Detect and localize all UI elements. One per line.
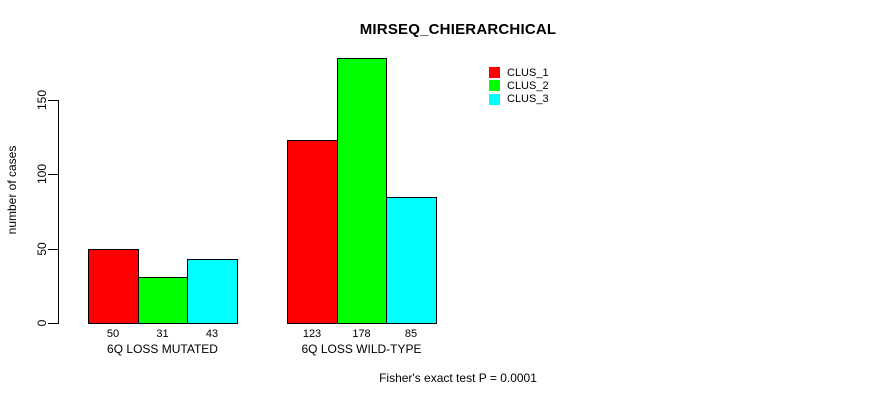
bar-clus_1 <box>88 249 139 324</box>
y-axis-line <box>58 100 59 324</box>
bar-clus_3 <box>187 259 238 324</box>
bar-value-label: 178 <box>352 328 371 340</box>
bar-value-label: 85 <box>404 328 418 340</box>
bar-value-label: 43 <box>205 328 219 340</box>
y-tick-label: 100 <box>35 163 49 185</box>
legend-item: CLUS_2 <box>489 79 549 92</box>
y-axis-label: number of cases <box>5 145 19 235</box>
fisher-test-annotation: Fisher's exact test P = 0.0001 <box>379 371 537 385</box>
legend-color-swatch <box>489 93 500 105</box>
legend-label: CLUS_3 <box>507 93 549 106</box>
bar-value-label: 31 <box>156 328 169 340</box>
legend-label: CLUS_1 <box>507 66 549 79</box>
bar-clus_3 <box>386 197 437 324</box>
y-tick-label: 50 <box>35 242 49 256</box>
bar-value-label: 123 <box>302 328 322 340</box>
category-label: 6Q LOSS MUTATED <box>107 342 218 356</box>
y-tick-label: 0 <box>35 319 49 327</box>
y-tick-mark <box>48 249 58 250</box>
legend-label: CLUS_2 <box>507 79 549 92</box>
y-tick-mark <box>48 174 58 175</box>
legend-color-swatch <box>489 67 500 79</box>
bar-clus_1 <box>287 140 338 324</box>
chart-title: MIRSEQ_CHIERARCHICAL <box>359 21 557 38</box>
legend-color-swatch <box>489 80 500 92</box>
legend-item: CLUS_1 <box>489 66 549 79</box>
y-tick-label: 150 <box>35 89 49 111</box>
bar-clus_2 <box>138 277 188 324</box>
category-label: 6Q LOSS WILD-TYPE <box>301 342 422 356</box>
bar-value-label: 50 <box>106 328 120 340</box>
y-tick-mark <box>48 100 58 101</box>
bar-clus_2 <box>337 58 387 324</box>
legend-item: CLUS_3 <box>489 93 549 106</box>
y-tick-mark <box>48 323 58 324</box>
legend: CLUS_1 CLUS_2 CLUS_3 <box>489 66 549 106</box>
